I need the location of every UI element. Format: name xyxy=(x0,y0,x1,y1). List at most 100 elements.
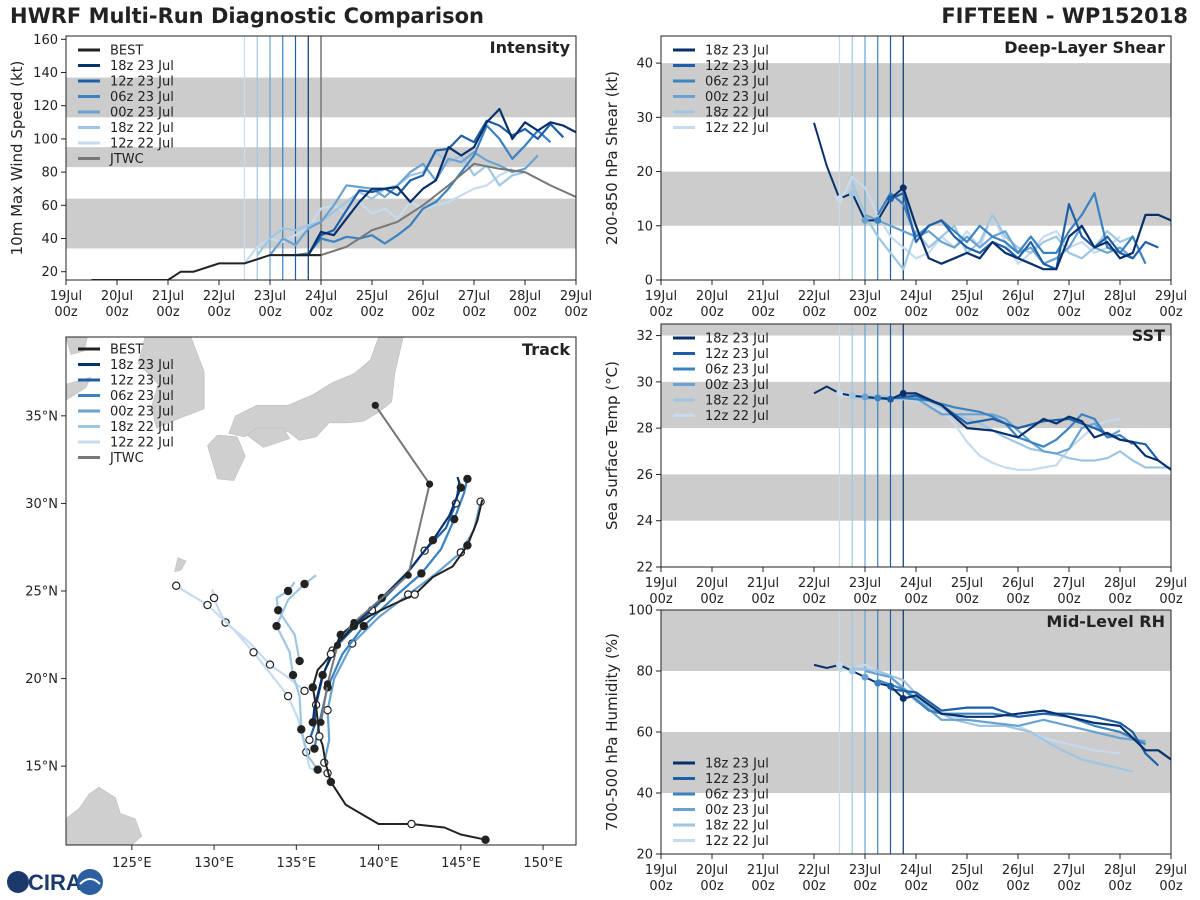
init-point-marker xyxy=(836,195,843,203)
y-tick-label: 60 xyxy=(636,726,653,741)
legend-label: 12z 23 Jul xyxy=(705,772,769,787)
init-point-marker xyxy=(887,195,894,203)
jtwc-point xyxy=(371,401,379,409)
track-point xyxy=(297,725,306,734)
gray-band xyxy=(661,610,1171,671)
legend-label: 18z 23 Jul xyxy=(110,59,174,74)
lon-tick-label: 135°E xyxy=(277,856,317,871)
panel-title: Deep-Layer Shear xyxy=(1004,38,1165,57)
best-point xyxy=(481,835,490,844)
legend-label: 06z 23 Jul xyxy=(705,363,769,378)
x-tick-label-hour: 00z xyxy=(700,592,724,607)
x-tick-label-day: 19Jul xyxy=(645,863,677,878)
x-tick-label-hour: 00z xyxy=(411,305,435,320)
lon-tick-label: 140°E xyxy=(359,856,399,871)
jtwc-line xyxy=(308,162,576,257)
x-tick-label-hour: 00z xyxy=(1057,305,1081,320)
y-tick-label: 26 xyxy=(636,468,653,483)
y-tick-label: 20 xyxy=(636,165,653,180)
track-line-12z-22-jul xyxy=(175,584,328,775)
y-axis-label: 700-500 hPa Humidity (%) xyxy=(603,633,621,831)
x-tick-label-day: 29Jul xyxy=(560,289,592,304)
legend-label: JTWC xyxy=(109,152,144,167)
x-tick-label-day: 20Jul xyxy=(696,289,728,304)
y-tick-label: 40 xyxy=(636,57,653,72)
series-line-06z-23-jul xyxy=(876,192,1147,265)
track-point xyxy=(300,579,309,589)
best-point xyxy=(463,541,472,550)
logo-wave-icon xyxy=(79,878,101,885)
x-tick-label-day: 20Jul xyxy=(101,289,133,304)
best-line xyxy=(813,122,904,222)
x-tick-label-hour: 00z xyxy=(1006,305,1030,320)
x-tick-label-day: 25Jul xyxy=(951,863,983,878)
x-tick-label-hour: 00z xyxy=(700,305,724,320)
x-tick-label-hour: 00z xyxy=(751,879,775,894)
x-tick-label-day: 25Jul xyxy=(951,576,983,591)
best-point xyxy=(326,649,336,659)
logo-text: CIRA xyxy=(28,870,82,895)
x-tick-label-day: 27Jul xyxy=(458,289,490,304)
x-tick-label-hour: 00z xyxy=(105,305,129,320)
track-point xyxy=(272,621,281,631)
lat-tick-label: 20°N xyxy=(25,672,58,687)
jtwc-point xyxy=(317,718,325,726)
y-tick-label: 80 xyxy=(636,665,653,680)
legend-label: 00z 23 Jul xyxy=(110,106,174,121)
panel-title: Intensity xyxy=(490,38,571,57)
x-tick-label-hour: 00z xyxy=(802,879,826,894)
track-line-18z-22-jul xyxy=(275,574,319,771)
jtwc-point xyxy=(425,480,434,488)
y-tick-label: 22 xyxy=(636,561,653,576)
x-tick-label-day: 25Jul xyxy=(356,289,388,304)
x-tick-label-hour: 00z xyxy=(156,305,180,320)
land-mass xyxy=(138,337,205,429)
track-point xyxy=(203,600,212,610)
map-area xyxy=(66,337,576,845)
x-tick-label-day: 21Jul xyxy=(747,863,779,878)
x-tick-label-hour: 00z xyxy=(258,305,282,320)
y-tick-label: 24 xyxy=(636,514,653,529)
x-tick-label-hour: 00z xyxy=(1108,592,1132,607)
y-tick-label: 30 xyxy=(636,375,653,390)
lat-tick-label: 35°N xyxy=(25,409,58,424)
x-tick-label-hour: 00z xyxy=(955,879,979,894)
intensity-panel: 20 40 60 80 100 120 140 160 10m Max Wind Speed (… xyxy=(8,33,592,320)
x-tick-label-day: 24Jul xyxy=(900,289,932,304)
series-line-12z-23-jul xyxy=(890,192,1159,271)
init-point-marker xyxy=(861,216,869,224)
series-line-12z-22-jul xyxy=(839,394,1121,471)
track-point xyxy=(300,686,309,696)
y-tick-label: 20 xyxy=(636,848,653,863)
track-point xyxy=(288,670,298,680)
track-panel: 125°E 130°E 135°E 140°E 145°E 150°E 15°N 20°N 25… xyxy=(25,336,577,871)
x-tick-label-day: 24Jul xyxy=(900,863,932,878)
x-tick-label-day: 19Jul xyxy=(645,289,677,304)
legend-label: 12z 23 Jul xyxy=(110,75,174,90)
best-line xyxy=(91,254,321,280)
x-tick-label-day: 23Jul xyxy=(849,863,881,878)
lat-tick-label: 25°N xyxy=(25,585,58,600)
gray-band xyxy=(661,474,1171,521)
y-tick-label: 30 xyxy=(636,111,653,126)
init-point-marker xyxy=(899,694,907,702)
legend-label: 00z 23 Jul xyxy=(705,90,769,105)
series-line-18z-23-jul xyxy=(903,392,1171,471)
best-track-line xyxy=(311,499,486,841)
rh-panel: 20 40 60 80 100 700-500 hPa Humidity (%) 19Jul… xyxy=(603,604,1187,895)
legend-label: JTWC xyxy=(109,451,144,466)
logo-globe-icon xyxy=(7,871,29,893)
track-point xyxy=(463,474,472,484)
legend-label: BEST xyxy=(110,44,143,59)
y-tick-label: 100 xyxy=(628,604,653,619)
x-tick-label-day: 21Jul xyxy=(747,576,779,591)
best-point xyxy=(349,621,359,631)
y-axis-label: 10m Max Wind Speed (kt) xyxy=(8,61,26,256)
legend-label: 18z 22 Jul xyxy=(705,106,769,121)
legend-label: 12z 22 Jul xyxy=(705,409,769,424)
legend-label: 12z 23 Jul xyxy=(110,374,174,389)
x-tick-label-hour: 00z xyxy=(207,305,231,320)
